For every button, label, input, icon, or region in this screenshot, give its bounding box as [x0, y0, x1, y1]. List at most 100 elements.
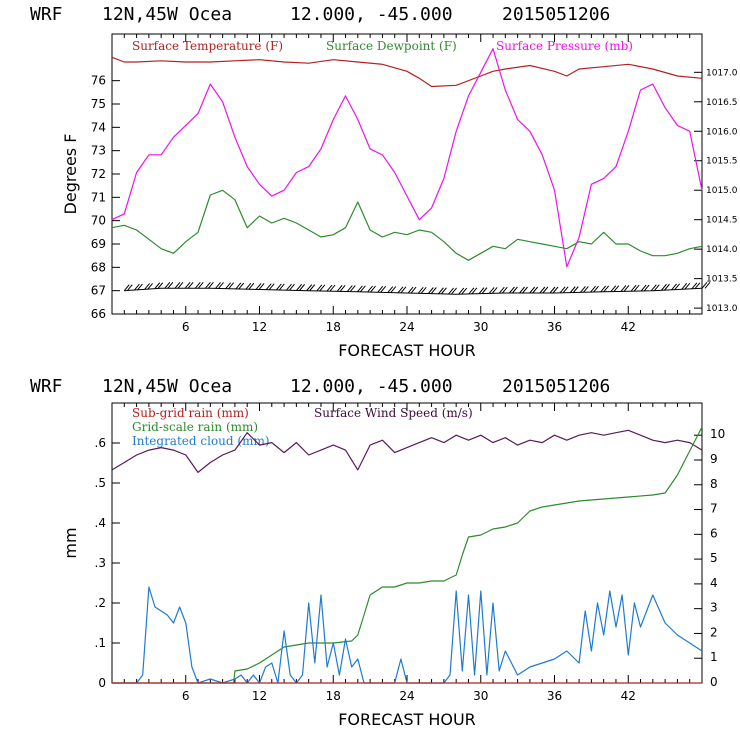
p2-y2-tick-label: 4	[710, 576, 718, 590]
panel2-y-axis-label: mm	[61, 527, 80, 558]
panel2-series	[111, 426, 703, 684]
p2-y2-tick-label: 2	[710, 625, 718, 639]
panel1-x-axis-label: FORECAST HOUR	[338, 341, 476, 360]
wind-barb	[661, 283, 667, 291]
wind-barb	[299, 284, 305, 291]
p2-y-tick-label: .6	[95, 436, 106, 450]
p2-x-tick-label: 6	[182, 689, 190, 703]
series-line-grid-scale-rain-mm	[112, 426, 703, 684]
wind-barb	[306, 284, 313, 291]
wind-barb	[336, 285, 343, 292]
p2-x-tick-label: 12	[252, 689, 267, 703]
wind-barb	[357, 285, 363, 293]
wind-barb	[390, 286, 397, 293]
wind-barb	[529, 286, 536, 294]
p2-y2-tick-label: 0	[710, 675, 718, 689]
wind-barb	[245, 282, 252, 290]
panel1-header-coords: 12.000, -45.000	[290, 4, 453, 25]
p1-y-tick-label: 68	[91, 260, 106, 274]
wind-barb	[278, 283, 285, 291]
wind-barb	[671, 283, 677, 291]
wind-barb	[562, 286, 569, 294]
wind-barb	[194, 282, 201, 289]
wind-barb	[147, 283, 153, 290]
panel2-header-init: 2015051206	[502, 376, 610, 397]
wind-barb	[501, 286, 508, 294]
legend-surface-temperature: Surface Temperature (F)	[132, 39, 283, 53]
wind-barb	[542, 286, 549, 294]
wind-barb	[420, 286, 427, 294]
wind-barb	[177, 282, 184, 289]
wind-barb	[157, 282, 164, 290]
wind-barb	[643, 284, 650, 292]
wind-barb	[339, 285, 346, 292]
p2-y-tick-label: 0	[98, 676, 106, 690]
wind-barb	[569, 286, 576, 293]
p1-y2-tick-label: 1016.0	[706, 127, 738, 137]
wind-barb	[265, 283, 272, 290]
wind-barb	[684, 282, 691, 290]
wind-barb	[532, 286, 539, 294]
p1-y2-tick-label: 1014.0	[706, 245, 738, 255]
p2-y-tick-label: .1	[95, 636, 106, 650]
p2-y2-tick-label: 8	[710, 477, 718, 491]
wind-barb	[235, 282, 242, 290]
wind-barb	[123, 284, 130, 291]
p2-y2-tick-label: 1	[710, 650, 718, 664]
temperature-panel: WRF 12N,45W Ocea 12.000, -45.000 2015051…	[30, 4, 738, 360]
wind-barb	[187, 282, 194, 289]
wind-barb	[309, 284, 316, 291]
wind-barb	[286, 283, 292, 291]
wind-barb	[471, 287, 478, 295]
p1-y2-tick-label: 1016.5	[706, 98, 738, 108]
wind-barb	[255, 283, 262, 290]
wind-barb	[549, 286, 556, 294]
p2-y-tick-label: .4	[95, 516, 106, 530]
wind-barb	[623, 285, 630, 292]
wind-barb	[144, 283, 150, 290]
wind-barb	[458, 287, 465, 295]
wind-barb	[694, 282, 701, 290]
wind-barb	[204, 282, 211, 289]
wind-barb	[509, 286, 515, 294]
p1-y-tick-label: 73	[91, 144, 106, 158]
wind-barb	[225, 282, 232, 290]
p2-x-tick-label: 30	[473, 689, 488, 703]
p1-y2-tick-label: 1013.5	[706, 275, 738, 285]
p1-y-tick-label: 75	[91, 97, 106, 111]
wind-barb	[593, 285, 599, 293]
p1-x-tick-label: 24	[399, 320, 414, 334]
p2-y-tick-label: .2	[95, 596, 106, 610]
wind-barb	[397, 286, 404, 294]
wind-barb	[664, 283, 670, 291]
p1-x-tick-label: 18	[326, 320, 341, 334]
wind-barb	[451, 287, 458, 295]
wind-barb	[519, 286, 525, 294]
p2-x-tick-label: 36	[547, 689, 562, 703]
series-line-surface-dewpoint-f	[111, 189, 703, 261]
wind-barb	[258, 283, 265, 290]
wind-barb	[248, 282, 255, 290]
p2-y2-tick-label: 7	[710, 502, 718, 516]
p2-y2-tick-label: 10	[710, 427, 725, 441]
wind-barb	[370, 285, 376, 293]
wind-barb	[289, 283, 295, 291]
p1-y-tick-label: 70	[91, 214, 106, 228]
p1-y-tick-label: 72	[91, 167, 106, 181]
p1-x-tick-label: 12	[252, 320, 267, 334]
wind-barb	[640, 284, 647, 292]
wind-barb	[491, 287, 498, 294]
wind-barb	[207, 282, 214, 289]
p1-x-tick-label: 30	[473, 320, 488, 334]
wind-barb	[512, 286, 518, 294]
wind-barb	[367, 285, 373, 293]
p1-x-tick-label: 6	[182, 320, 190, 334]
wind-barb	[674, 283, 680, 291]
wind-barb	[387, 286, 394, 293]
legend-surface-dewpoint: Surface Dewpoint (F)	[326, 39, 457, 53]
panel1-header-model: WRF	[30, 4, 63, 25]
wind-barb	[316, 284, 323, 292]
wind-barb	[296, 284, 302, 291]
p2-y-tick-label: .3	[95, 556, 106, 570]
wind-barb	[613, 285, 620, 292]
